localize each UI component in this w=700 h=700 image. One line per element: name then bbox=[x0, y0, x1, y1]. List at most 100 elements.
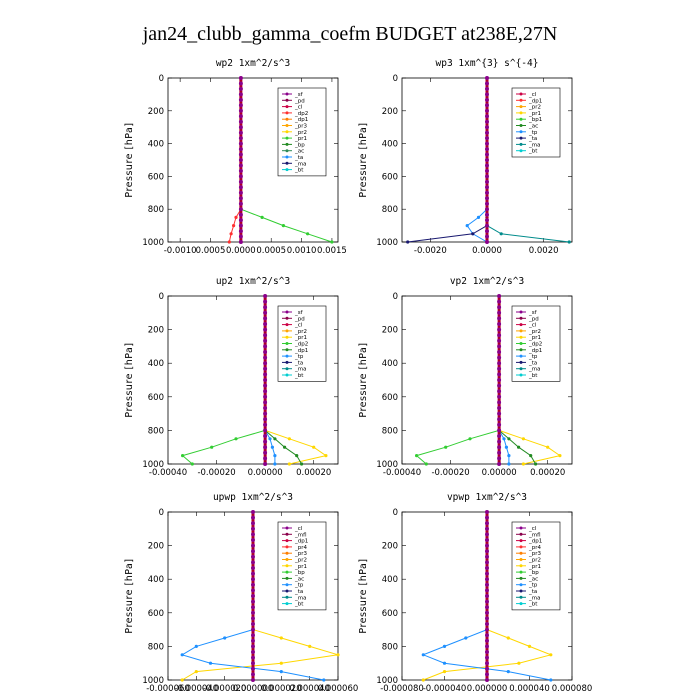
y-tick-label: 1000 bbox=[142, 238, 164, 248]
legend-label: _ta bbox=[528, 360, 537, 366]
legend-label: _bp bbox=[294, 142, 305, 148]
zero-marker bbox=[251, 610, 255, 615]
zero-marker bbox=[485, 174, 489, 179]
x-tick-label: 0.0005 bbox=[256, 246, 286, 256]
zero-marker bbox=[251, 582, 255, 587]
y-tick-label: 400 bbox=[382, 575, 398, 585]
legend-label: _dp2 bbox=[294, 342, 308, 348]
legend-label: _bt bbox=[294, 373, 304, 379]
legend-label: _pr4 bbox=[294, 545, 308, 551]
series-line bbox=[181, 512, 339, 681]
series-line bbox=[180, 512, 324, 681]
data-point bbox=[521, 437, 526, 441]
zero-marker bbox=[238, 152, 243, 157]
legend-label: _tp bbox=[528, 583, 538, 589]
legend-label: _tp bbox=[528, 130, 538, 136]
zero-marker bbox=[485, 666, 489, 671]
zero-marker bbox=[238, 212, 243, 217]
legend-marker bbox=[519, 354, 523, 358]
data-point bbox=[324, 454, 328, 458]
data-point bbox=[534, 462, 538, 466]
legend-label: _pr2 bbox=[294, 558, 307, 564]
zero-marker bbox=[251, 532, 255, 537]
zero-marker bbox=[485, 672, 489, 677]
zero-marker bbox=[263, 327, 268, 332]
legend-marker bbox=[285, 117, 289, 121]
zero-marker bbox=[251, 538, 255, 542]
zero-marker bbox=[263, 406, 268, 410]
zero-marker bbox=[263, 372, 268, 377]
y-tick-label: 800 bbox=[148, 205, 164, 215]
zero-profile bbox=[497, 294, 502, 466]
legend-marker bbox=[285, 532, 289, 536]
panel-title: upwp 1xm^2/s^3 bbox=[213, 492, 293, 503]
legend: _cl_dp1_pr2_pr1_bp1_ac_tp_ta_ma_bt bbox=[511, 87, 561, 158]
legend-label: _pd bbox=[528, 316, 539, 322]
panel-6: vpwp 1xm^2/s^3 Pressure [hPa] 0 200 400 600 80… bbox=[358, 492, 592, 694]
zero-marker bbox=[251, 655, 255, 660]
zero-marker bbox=[497, 411, 502, 416]
zero-marker bbox=[251, 627, 255, 632]
y-tick-label: 600 bbox=[148, 172, 164, 182]
legend-marker bbox=[285, 373, 289, 377]
legend-label: _ma bbox=[528, 367, 540, 373]
zero-marker bbox=[485, 538, 489, 542]
series-line bbox=[181, 296, 266, 465]
legend-label: _sf bbox=[528, 310, 538, 316]
zero-marker bbox=[497, 355, 502, 360]
legend-label: _pr1 bbox=[528, 111, 541, 117]
zero-marker bbox=[485, 141, 489, 146]
legend-marker bbox=[285, 570, 289, 574]
legend-marker bbox=[285, 348, 289, 352]
zero-marker bbox=[485, 179, 489, 184]
data-point bbox=[517, 661, 521, 665]
legend-marker bbox=[285, 539, 289, 543]
x-tick-label: 0.0020 bbox=[529, 246, 559, 256]
data-point bbox=[190, 462, 194, 466]
zero-marker bbox=[497, 299, 502, 304]
plot-frame bbox=[167, 77, 339, 243]
data-point bbox=[424, 462, 428, 466]
zero-marker bbox=[485, 554, 489, 559]
zero-marker bbox=[485, 644, 489, 649]
data-point bbox=[499, 232, 503, 236]
y-tick-label: 800 bbox=[148, 642, 164, 652]
zero-marker bbox=[263, 411, 268, 416]
x-tick-label: -0.000060 bbox=[146, 684, 190, 694]
legend-label: _bt bbox=[294, 168, 304, 174]
y-tick-label: 0 bbox=[393, 508, 398, 518]
zero-marker bbox=[485, 218, 489, 223]
legend-marker bbox=[285, 576, 289, 580]
data-point bbox=[465, 224, 469, 228]
legend-marker bbox=[519, 539, 523, 543]
zero-marker bbox=[485, 678, 489, 682]
data-point bbox=[308, 644, 312, 649]
zero-marker bbox=[238, 97, 243, 102]
zero-marker bbox=[263, 338, 268, 343]
zero-marker bbox=[497, 417, 502, 422]
legend: _sf_pd_cl_pr2_pr1_dp2_dp1_tp_ta_ma_bt bbox=[277, 305, 327, 382]
legend-marker bbox=[519, 335, 523, 339]
zero-marker bbox=[263, 439, 268, 444]
legend-label: _dp1 bbox=[294, 348, 308, 354]
zero-marker bbox=[485, 158, 489, 162]
x-tick-label: -0.000020 bbox=[203, 684, 247, 694]
y-tick-label: 800 bbox=[382, 205, 398, 215]
data-point bbox=[287, 462, 291, 466]
data-point bbox=[549, 653, 553, 657]
legend-marker bbox=[285, 342, 289, 345]
data-point bbox=[502, 437, 506, 441]
legend-label: _bp bbox=[294, 570, 305, 576]
legend-label: _cl bbox=[528, 323, 537, 329]
zero-marker bbox=[238, 168, 243, 173]
y-axis-label: Pressure [hPa] bbox=[124, 342, 135, 417]
zero-marker bbox=[251, 543, 255, 548]
legend-label: _ta bbox=[528, 136, 537, 142]
y-tick-label: 600 bbox=[148, 393, 164, 403]
series-dp2 bbox=[181, 296, 267, 466]
zero-marker bbox=[485, 240, 489, 244]
zero-marker bbox=[251, 577, 255, 582]
zero-profile bbox=[485, 510, 489, 682]
zero-marker bbox=[238, 196, 243, 201]
legend-marker bbox=[519, 323, 523, 327]
